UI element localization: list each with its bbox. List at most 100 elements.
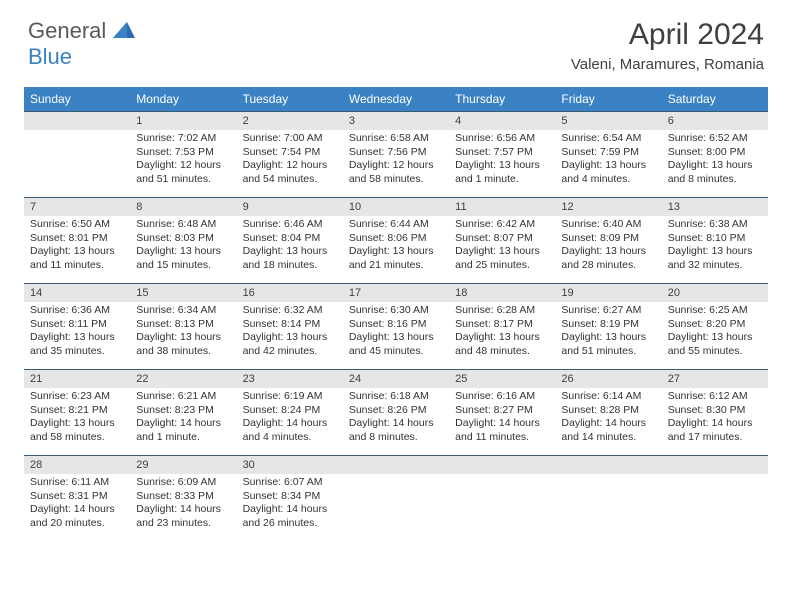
daylight-line: Daylight: 14 hours and 20 minutes. bbox=[30, 503, 124, 530]
day-number: 14 bbox=[24, 284, 130, 302]
sunset-line: Sunset: 8:24 PM bbox=[243, 404, 337, 418]
day-number: 28 bbox=[24, 456, 130, 474]
month-title: April 2024 bbox=[571, 18, 764, 52]
day-number: 18 bbox=[449, 284, 555, 302]
day-number: 15 bbox=[130, 284, 236, 302]
day-content: Sunrise: 6:11 AMSunset: 8:31 PMDaylight:… bbox=[24, 474, 130, 537]
daylight-line: Daylight: 14 hours and 26 minutes. bbox=[243, 503, 337, 530]
sunrise-line: Sunrise: 6:12 AM bbox=[668, 390, 762, 404]
day-content: Sunrise: 6:40 AMSunset: 8:09 PMDaylight:… bbox=[555, 216, 661, 279]
calendar-cell: 6Sunrise: 6:52 AMSunset: 8:00 PMDaylight… bbox=[662, 111, 768, 197]
day-number bbox=[555, 456, 661, 474]
weekday-header: Wednesday bbox=[343, 87, 449, 111]
day-content: Sunrise: 6:48 AMSunset: 8:03 PMDaylight:… bbox=[130, 216, 236, 279]
day-content: Sunrise: 6:58 AMSunset: 7:56 PMDaylight:… bbox=[343, 130, 449, 193]
calendar-cell: 16Sunrise: 6:32 AMSunset: 8:14 PMDayligh… bbox=[237, 283, 343, 369]
daylight-line: Daylight: 14 hours and 4 minutes. bbox=[243, 417, 337, 444]
sunrise-line: Sunrise: 6:32 AM bbox=[243, 304, 337, 318]
day-number: 19 bbox=[555, 284, 661, 302]
sunset-line: Sunset: 8:17 PM bbox=[455, 318, 549, 332]
sunset-line: Sunset: 8:34 PM bbox=[243, 490, 337, 504]
sunset-line: Sunset: 7:56 PM bbox=[349, 146, 443, 160]
day-number: 24 bbox=[343, 370, 449, 388]
logo-text-blue: Blue bbox=[28, 44, 72, 69]
daylight-line: Daylight: 13 hours and 18 minutes. bbox=[243, 245, 337, 272]
day-content: Sunrise: 6:50 AMSunset: 8:01 PMDaylight:… bbox=[24, 216, 130, 279]
calendar-cell: 9Sunrise: 6:46 AMSunset: 8:04 PMDaylight… bbox=[237, 197, 343, 283]
day-number: 2 bbox=[237, 112, 343, 130]
sunset-line: Sunset: 8:00 PM bbox=[668, 146, 762, 160]
sunset-line: Sunset: 8:28 PM bbox=[561, 404, 655, 418]
day-number bbox=[24, 112, 130, 130]
calendar-cell: 13Sunrise: 6:38 AMSunset: 8:10 PMDayligh… bbox=[662, 197, 768, 283]
day-content: Sunrise: 6:12 AMSunset: 8:30 PMDaylight:… bbox=[662, 388, 768, 451]
day-number: 13 bbox=[662, 198, 768, 216]
calendar-cell: 19Sunrise: 6:27 AMSunset: 8:19 PMDayligh… bbox=[555, 283, 661, 369]
sunrise-line: Sunrise: 6:42 AM bbox=[455, 218, 549, 232]
location-text: Valeni, Maramures, Romania bbox=[571, 56, 764, 73]
calendar-cell: 4Sunrise: 6:56 AMSunset: 7:57 PMDaylight… bbox=[449, 111, 555, 197]
sunrise-line: Sunrise: 6:07 AM bbox=[243, 476, 337, 490]
sunset-line: Sunset: 8:23 PM bbox=[136, 404, 230, 418]
sunrise-line: Sunrise: 6:09 AM bbox=[136, 476, 230, 490]
day-number: 10 bbox=[343, 198, 449, 216]
calendar-cell: 1Sunrise: 7:02 AMSunset: 7:53 PMDaylight… bbox=[130, 111, 236, 197]
day-number: 21 bbox=[24, 370, 130, 388]
day-number: 22 bbox=[130, 370, 236, 388]
sunrise-line: Sunrise: 7:00 AM bbox=[243, 132, 337, 146]
daylight-line: Daylight: 14 hours and 1 minute. bbox=[136, 417, 230, 444]
calendar-cell: 18Sunrise: 6:28 AMSunset: 8:17 PMDayligh… bbox=[449, 283, 555, 369]
day-content: Sunrise: 6:34 AMSunset: 8:13 PMDaylight:… bbox=[130, 302, 236, 365]
weekday-header: Friday bbox=[555, 87, 661, 111]
day-content: Sunrise: 6:32 AMSunset: 8:14 PMDaylight:… bbox=[237, 302, 343, 365]
sunset-line: Sunset: 8:33 PM bbox=[136, 490, 230, 504]
calendar-cell: 11Sunrise: 6:42 AMSunset: 8:07 PMDayligh… bbox=[449, 197, 555, 283]
daylight-line: Daylight: 13 hours and 21 minutes. bbox=[349, 245, 443, 272]
calendar-cell: 8Sunrise: 6:48 AMSunset: 8:03 PMDaylight… bbox=[130, 197, 236, 283]
sunset-line: Sunset: 8:04 PM bbox=[243, 232, 337, 246]
calendar-cell bbox=[662, 455, 768, 541]
daylight-line: Daylight: 14 hours and 14 minutes. bbox=[561, 417, 655, 444]
sunset-line: Sunset: 8:14 PM bbox=[243, 318, 337, 332]
sunset-line: Sunset: 8:11 PM bbox=[30, 318, 124, 332]
daylight-line: Daylight: 13 hours and 55 minutes. bbox=[668, 331, 762, 358]
calendar-cell: 15Sunrise: 6:34 AMSunset: 8:13 PMDayligh… bbox=[130, 283, 236, 369]
sunrise-line: Sunrise: 6:11 AM bbox=[30, 476, 124, 490]
daylight-line: Daylight: 14 hours and 23 minutes. bbox=[136, 503, 230, 530]
logo-triangle-icon bbox=[113, 22, 135, 43]
daylight-line: Daylight: 13 hours and 8 minutes. bbox=[668, 159, 762, 186]
sunrise-line: Sunrise: 6:46 AM bbox=[243, 218, 337, 232]
day-content: Sunrise: 6:28 AMSunset: 8:17 PMDaylight:… bbox=[449, 302, 555, 365]
day-number bbox=[343, 456, 449, 474]
day-content: Sunrise: 6:46 AMSunset: 8:04 PMDaylight:… bbox=[237, 216, 343, 279]
calendar-cell: 2Sunrise: 7:00 AMSunset: 7:54 PMDaylight… bbox=[237, 111, 343, 197]
sunset-line: Sunset: 7:59 PM bbox=[561, 146, 655, 160]
day-number: 23 bbox=[237, 370, 343, 388]
daylight-line: Daylight: 13 hours and 11 minutes. bbox=[30, 245, 124, 272]
calendar-cell: 20Sunrise: 6:25 AMSunset: 8:20 PMDayligh… bbox=[662, 283, 768, 369]
sunset-line: Sunset: 8:03 PM bbox=[136, 232, 230, 246]
day-content: Sunrise: 6:42 AMSunset: 8:07 PMDaylight:… bbox=[449, 216, 555, 279]
sunrise-line: Sunrise: 6:23 AM bbox=[30, 390, 124, 404]
daylight-line: Daylight: 13 hours and 58 minutes. bbox=[30, 417, 124, 444]
weekday-header: Monday bbox=[130, 87, 236, 111]
daylight-line: Daylight: 13 hours and 42 minutes. bbox=[243, 331, 337, 358]
day-content: Sunrise: 6:21 AMSunset: 8:23 PMDaylight:… bbox=[130, 388, 236, 451]
calendar-cell bbox=[343, 455, 449, 541]
header: General Blue April 2024 Valeni, Maramure… bbox=[0, 0, 792, 79]
daylight-line: Daylight: 13 hours and 25 minutes. bbox=[455, 245, 549, 272]
calendar-cell: 25Sunrise: 6:16 AMSunset: 8:27 PMDayligh… bbox=[449, 369, 555, 455]
day-content: Sunrise: 6:30 AMSunset: 8:16 PMDaylight:… bbox=[343, 302, 449, 365]
sunrise-line: Sunrise: 6:14 AM bbox=[561, 390, 655, 404]
day-number: 25 bbox=[449, 370, 555, 388]
sunrise-line: Sunrise: 6:18 AM bbox=[349, 390, 443, 404]
calendar-cell: 17Sunrise: 6:30 AMSunset: 8:16 PMDayligh… bbox=[343, 283, 449, 369]
daylight-line: Daylight: 14 hours and 8 minutes. bbox=[349, 417, 443, 444]
sunset-line: Sunset: 8:07 PM bbox=[455, 232, 549, 246]
day-content: Sunrise: 7:02 AMSunset: 7:53 PMDaylight:… bbox=[130, 130, 236, 193]
calendar-cell: 24Sunrise: 6:18 AMSunset: 8:26 PMDayligh… bbox=[343, 369, 449, 455]
day-content: Sunrise: 7:00 AMSunset: 7:54 PMDaylight:… bbox=[237, 130, 343, 193]
day-number: 6 bbox=[662, 112, 768, 130]
sunset-line: Sunset: 8:16 PM bbox=[349, 318, 443, 332]
sunset-line: Sunset: 7:54 PM bbox=[243, 146, 337, 160]
